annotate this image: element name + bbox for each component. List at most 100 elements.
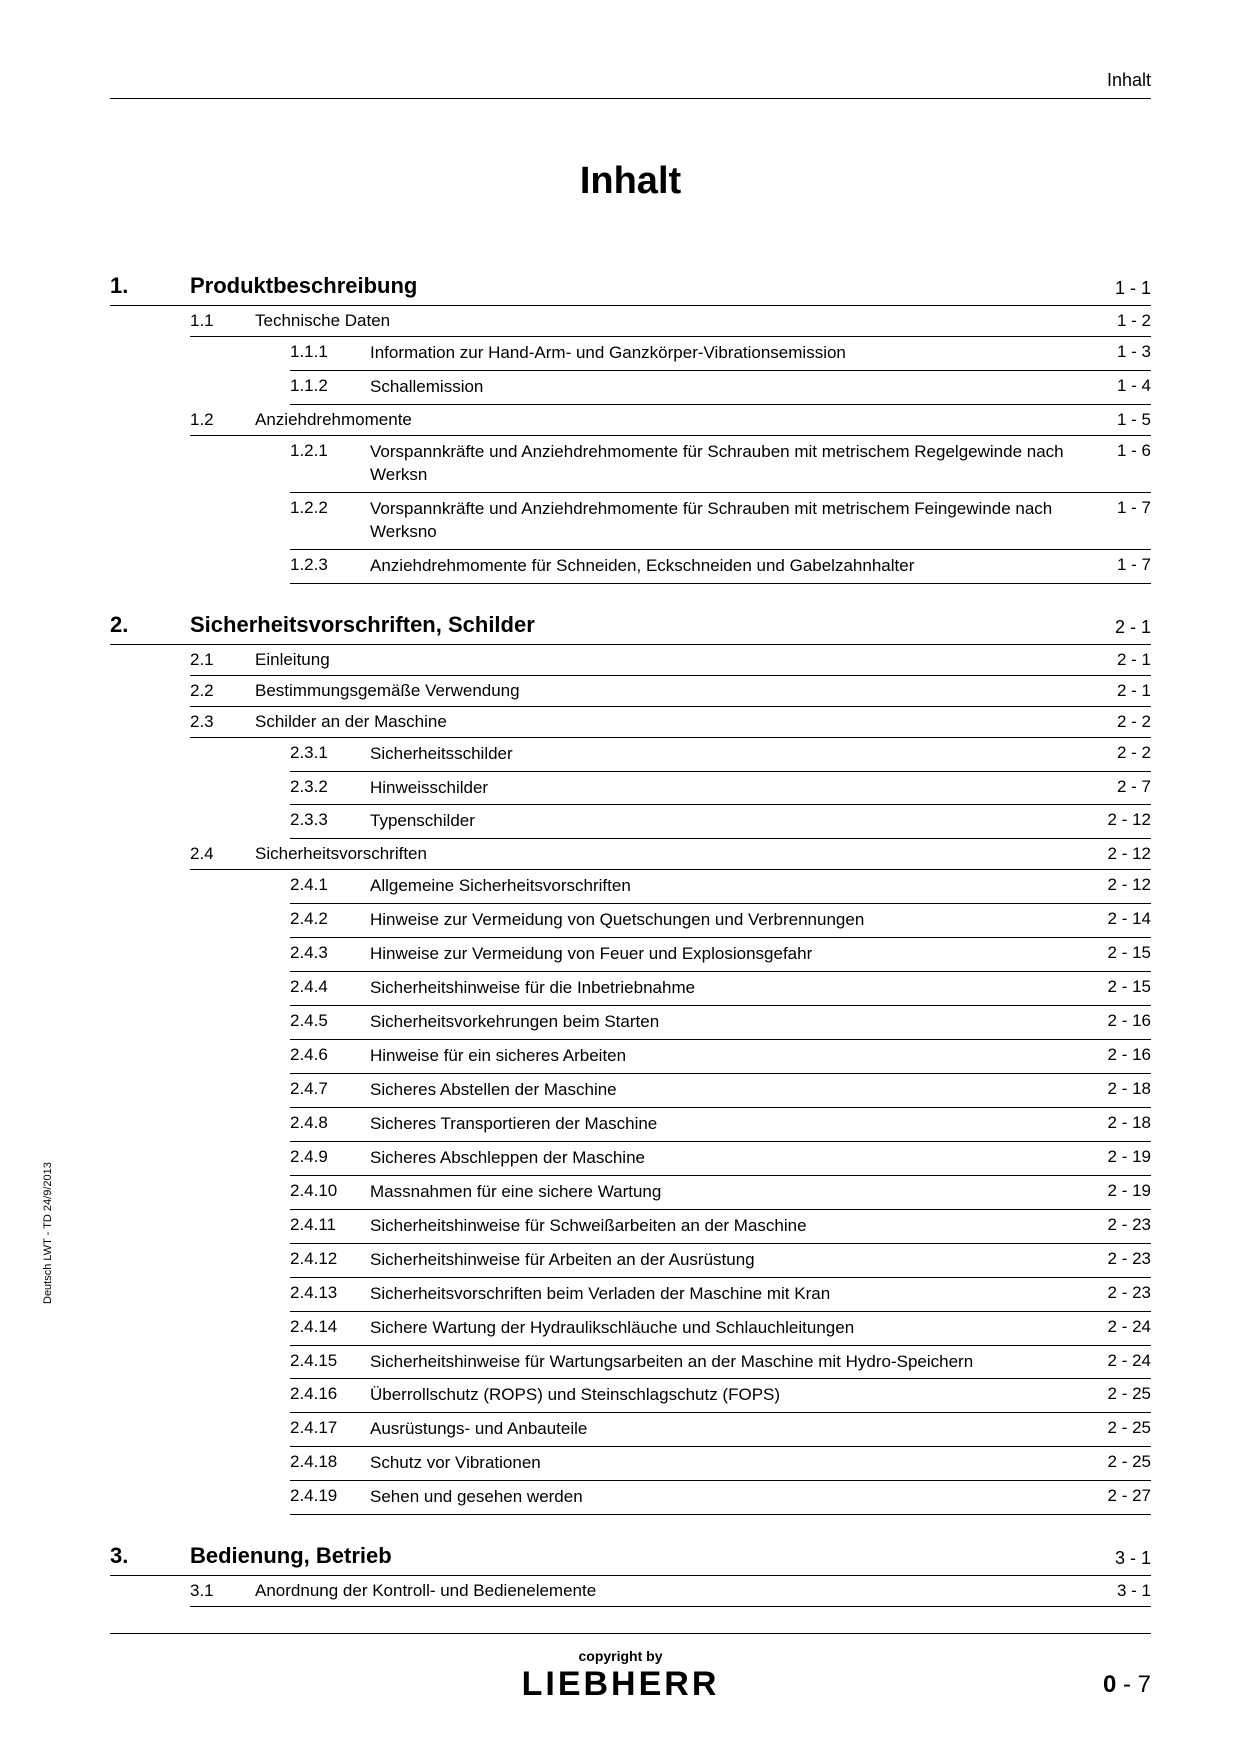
page-number-bold: 0 (1103, 1671, 1116, 1698)
toc-subsub-page: 2 - 18 (1081, 1113, 1151, 1133)
header-label: Inhalt (1107, 70, 1151, 91)
toc-subsub-row: 1.2.3Anziehdrehmomente für Schneiden, Ec… (290, 550, 1151, 584)
toc-sub-num: 2.3 (190, 712, 255, 732)
toc-subsub-page: 2 - 19 (1081, 1147, 1151, 1167)
toc-subsub-title: Sicherheitshinweise für die Inbetriebnah… (370, 977, 1081, 1000)
toc-subsub-row: 2.3.2Hinweisschilder2 - 7 (290, 772, 1151, 806)
toc-subsub-title: Typenschilder (370, 810, 1081, 833)
toc-subsub-row: 2.3.3Typenschilder2 - 12 (290, 805, 1151, 839)
toc-section-num: 3. (110, 1543, 190, 1569)
toc-section-page: 2 - 1 (1081, 617, 1151, 638)
toc-subsub-page: 1 - 4 (1081, 376, 1151, 396)
footer-rule (110, 1633, 1151, 1634)
toc-sub-page: 2 - 1 (1081, 681, 1151, 701)
toc-subsub-page: 2 - 23 (1081, 1249, 1151, 1269)
toc-subsub-title: Sicherheitsvorkehrungen beim Starten (370, 1011, 1081, 1034)
toc-subsub-row: 2.4.17Ausrüstungs- und Anbauteile2 - 25 (290, 1413, 1151, 1447)
toc-section-page: 1 - 1 (1081, 278, 1151, 299)
toc-section-num: 2. (110, 612, 190, 638)
toc-sub-title: Schilder an der Maschine (255, 712, 1081, 732)
toc-sub-row: 2.3Schilder an der Maschine2 - 2 (190, 707, 1151, 738)
toc-subsub-num: 1.2.3 (290, 555, 370, 575)
toc-sub-row: 2.2Bestimmungsgemäße Verwendung2 - 1 (190, 676, 1151, 707)
toc-subsub-num: 2.4.17 (290, 1418, 370, 1438)
toc-sub-num: 2.1 (190, 650, 255, 670)
copyright-label: copyright by (0, 1648, 1241, 1664)
toc-subsub-title: Sicheres Transportieren der Maschine (370, 1113, 1081, 1136)
toc-subsub-title: Hinweisschilder (370, 777, 1081, 800)
toc-subsub-row: 2.4.9Sicheres Abschleppen der Maschine2 … (290, 1142, 1151, 1176)
toc-subsub-page: 2 - 7 (1081, 777, 1151, 797)
toc-subsub-title: Anziehdrehmomente für Schneiden, Eckschn… (370, 555, 1081, 578)
toc-subsub-row: 2.4.7Sicheres Abstellen der Maschine2 - … (290, 1074, 1151, 1108)
toc-subsub-num: 2.4.5 (290, 1011, 370, 1031)
toc-subsub-num: 1.1.1 (290, 342, 370, 362)
toc-subsub-title: Sicherheitshinweise für Wartungsarbeiten… (370, 1351, 1081, 1374)
toc-subsub-row: 2.4.15Sicherheitshinweise für Wartungsar… (290, 1346, 1151, 1380)
toc-subsub-page: 1 - 3 (1081, 342, 1151, 362)
toc-subsub-page: 2 - 19 (1081, 1181, 1151, 1201)
toc-subsub-title: Sicherheitsvorschriften beim Verladen de… (370, 1283, 1081, 1306)
toc-subsub-row: 2.4.5Sicherheitsvorkehrungen beim Starte… (290, 1006, 1151, 1040)
toc-subsub-row: 2.4.14Sichere Wartung der Hydraulikschlä… (290, 1312, 1151, 1346)
toc-subsub-title: Vorspannkräfte und Anziehdrehmomente für… (370, 441, 1081, 487)
toc-section-row: 2.Sicherheitsvorschriften, Schilder2 - 1 (110, 612, 1151, 645)
toc-subsub-row: 2.3.1Sicherheitsschilder2 - 2 (290, 738, 1151, 772)
toc-subsub-row: 2.4.12Sicherheitshinweise für Arbeiten a… (290, 1244, 1151, 1278)
toc-subsub-num: 2.4.8 (290, 1113, 370, 1133)
toc-subsub-row: 2.4.6Hinweise für ein sicheres Arbeiten2… (290, 1040, 1151, 1074)
toc-subsub-num: 2.4.4 (290, 977, 370, 997)
side-text: Deutsch LWT - TD 24/9/2013 (42, 1162, 54, 1304)
toc-section-row: 1.Produktbeschreibung1 - 1 (110, 273, 1151, 306)
toc-subsub-page: 2 - 12 (1081, 875, 1151, 895)
toc-sub-row: 1.1Technische Daten1 - 2 (190, 306, 1151, 337)
toc-sub-page: 2 - 12 (1081, 844, 1151, 864)
toc-subsub-page: 2 - 12 (1081, 810, 1151, 830)
page-number-rest: - 7 (1116, 1671, 1151, 1698)
toc-subsub-row: 2.4.19Sehen und gesehen werden2 - 27 (290, 1481, 1151, 1515)
toc-sub-num: 1.2 (190, 410, 255, 430)
toc-section-page: 3 - 1 (1081, 1548, 1151, 1569)
toc-subsub-title: Sicheres Abschleppen der Maschine (370, 1147, 1081, 1170)
toc-sub-title: Bestimmungsgemäße Verwendung (255, 681, 1081, 701)
page-title: Inhalt (110, 160, 1151, 203)
toc-subsub-page: 1 - 7 (1081, 498, 1151, 518)
toc-subsub-title: Sicherheitshinweise für Arbeiten an der … (370, 1249, 1081, 1272)
toc-subsub-title: Allgemeine Sicherheitsvorschriften (370, 875, 1081, 898)
toc-subsub-row: 1.1.1Information zur Hand-Arm- und Ganzk… (290, 337, 1151, 371)
toc-subsub-row: 2.4.11Sicherheitshinweise für Schweißarb… (290, 1210, 1151, 1244)
toc-subsub-title: Hinweise zur Vermeidung von Feuer und Ex… (370, 943, 1081, 966)
toc-subsub-row: 2.4.2Hinweise zur Vermeidung von Quetsch… (290, 904, 1151, 938)
toc-section-title: Sicherheitsvorschriften, Schilder (190, 612, 1081, 638)
toc-subsub-num: 2.4.2 (290, 909, 370, 929)
toc-subsub-num: 2.3.3 (290, 810, 370, 830)
toc-subsub-num: 2.4.9 (290, 1147, 370, 1167)
toc-sub-title: Technische Daten (255, 311, 1081, 331)
toc-sub-num: 2.2 (190, 681, 255, 701)
toc-section-num: 1. (110, 273, 190, 299)
toc-subsub-title: Sicherheitsschilder (370, 743, 1081, 766)
toc-subsub-num: 2.4.1 (290, 875, 370, 895)
toc-subsub-num: 2.4.11 (290, 1215, 370, 1235)
toc-subsub-row: 2.4.4Sicherheitshinweise für die Inbetri… (290, 972, 1151, 1006)
toc-sub-row: 3.1Anordnung der Kontroll- und Bedienele… (190, 1576, 1151, 1607)
toc-subsub-page: 2 - 14 (1081, 909, 1151, 929)
toc-subsub-row: 2.4.8Sicheres Transportieren der Maschin… (290, 1108, 1151, 1142)
toc-subsub-page: 1 - 6 (1081, 441, 1151, 461)
page-number: 0 - 7 (1103, 1671, 1151, 1699)
header-rule (110, 98, 1151, 99)
toc-subsub-num: 2.4.7 (290, 1079, 370, 1099)
toc-subsub-title: Überrollschutz (ROPS) und Steinschlagsch… (370, 1384, 1081, 1407)
toc-subsub-row: 2.4.18Schutz vor Vibrationen2 - 25 (290, 1447, 1151, 1481)
toc-subsub-num: 2.4.14 (290, 1317, 370, 1337)
toc-sub-row: 1.2Anziehdrehmomente1 - 5 (190, 405, 1151, 436)
toc-subsub-row: 2.4.1Allgemeine Sicherheitsvorschriften2… (290, 870, 1151, 904)
toc-sub-title: Anordnung der Kontroll- und Bedienelemen… (255, 1581, 1081, 1601)
toc-subsub-num: 2.4.19 (290, 1486, 370, 1506)
toc-subsub-page: 2 - 23 (1081, 1215, 1151, 1235)
toc-subsub-page: 2 - 25 (1081, 1418, 1151, 1438)
toc-subsub-num: 2.4.6 (290, 1045, 370, 1065)
toc-subsub-num: 2.3.2 (290, 777, 370, 797)
toc-subsub-num: 2.4.16 (290, 1384, 370, 1404)
toc-subsub-title: Hinweise für ein sicheres Arbeiten (370, 1045, 1081, 1068)
